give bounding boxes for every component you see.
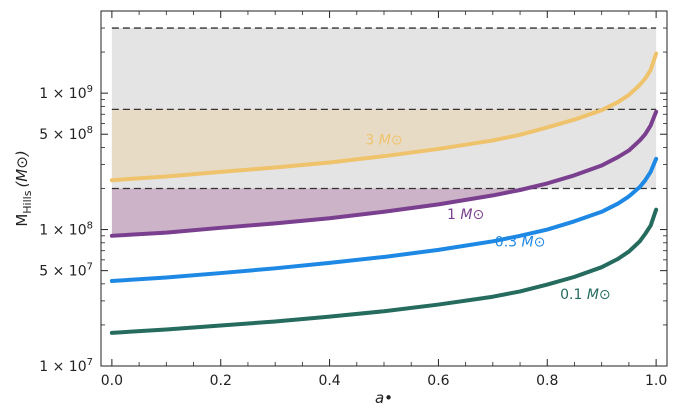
- curve-label-1: 1 M⊙: [447, 207, 484, 223]
- curve-labels: 3 M⊙1 M⊙0.3 M⊙0.1 M⊙: [365, 133, 610, 303]
- y-axis-title-unit: (M⊙): [13, 150, 31, 187]
- y-tick-exponent: 8: [87, 221, 93, 232]
- x-tick-label-0: 0.0: [101, 373, 123, 389]
- y-tick-exponent: 7: [87, 262, 93, 273]
- y-axis-title: MHills (M⊙): [13, 150, 34, 226]
- y-tick-label-2: 1 × 108: [39, 221, 93, 239]
- series-line-1: [109, 109, 659, 238]
- curve-label-value: 3: [365, 133, 378, 149]
- series-line-3: [109, 207, 659, 335]
- curve-label-0: 3 M⊙: [365, 133, 402, 149]
- y-tick-label-3: 5 × 108: [39, 125, 93, 143]
- y-axis-title-main: M: [13, 214, 31, 227]
- x-tick-label-4: 0.8: [536, 373, 558, 389]
- y-tick-exponent: 9: [87, 84, 93, 95]
- curve-label-unit: M⊙: [460, 207, 484, 223]
- y-tick-mantissa: 1 × 10: [39, 223, 86, 239]
- y-tick-mantissa: 1 × 10: [39, 359, 86, 375]
- x-tick-label-1: 0.2: [210, 373, 232, 389]
- y-tick-mantissa: 5 × 10: [39, 264, 86, 280]
- curve-label-2: 0.3 M⊙: [495, 235, 546, 251]
- x-tick-label-5: 1.0: [645, 373, 667, 389]
- y-tick-mantissa: 5 × 10: [39, 127, 86, 143]
- fill-region-0: [111, 109, 657, 181]
- curve-label-unit: M⊙: [379, 133, 403, 149]
- x-axis-title: a•: [375, 389, 393, 407]
- curve-label-value: 0.1: [560, 287, 587, 303]
- y-tick-label-1: 5 × 107: [39, 262, 93, 280]
- y-tick-exponent: 8: [87, 125, 93, 136]
- curve-label-value: 0.3: [495, 235, 522, 251]
- y-tick-exponent: 7: [87, 357, 93, 368]
- y-axis-title-sub: Hills: [21, 190, 34, 213]
- y-tick-label-4: 1 × 109: [39, 84, 93, 102]
- curve-label-3: 0.1 M⊙: [560, 287, 611, 303]
- curve-label-unit: M⊙: [522, 235, 546, 251]
- series-line-0: [109, 51, 659, 183]
- plot-area: [109, 27, 659, 335]
- x-tick-label-2: 0.4: [318, 373, 340, 389]
- y-tick-label-0: 1 × 107: [39, 357, 93, 375]
- curve-label-unit: M⊙: [587, 287, 611, 303]
- x-tick-label-3: 0.6: [427, 373, 449, 389]
- curve-label-value: 1: [447, 207, 460, 223]
- y-tick-mantissa: 1 × 10: [39, 86, 86, 102]
- series-line-2: [109, 156, 659, 283]
